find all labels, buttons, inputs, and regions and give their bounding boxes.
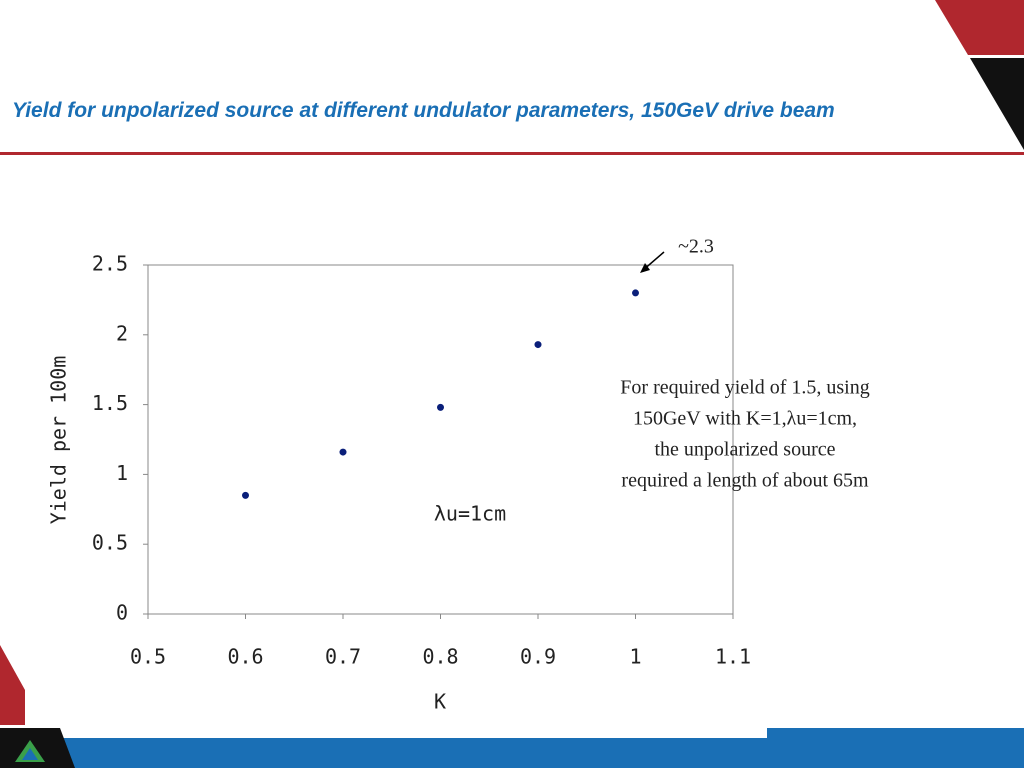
x-tick-label: 0.8 (422, 645, 458, 669)
footer-bar (0, 738, 1024, 768)
title-rule (0, 152, 1024, 155)
slide-title: Yield for unpolarized source at differen… (12, 99, 835, 122)
point (242, 491, 249, 499)
y-tick-label: 1 (116, 461, 128, 485)
y-tick-label: 0 (116, 601, 128, 625)
x-tick-label: 0.5 (130, 645, 166, 669)
x-tick-label: 1.1 (715, 645, 751, 669)
note-line: the unpolarized source (654, 439, 835, 461)
note-line: 150GeV with K=1,λu=1cm, (633, 408, 857, 430)
x-tick-label: 0.7 (325, 645, 361, 669)
arrow-head (640, 263, 650, 273)
x-axis-label: K (434, 690, 446, 714)
decoration (970, 58, 1024, 150)
point (534, 341, 542, 349)
point (437, 403, 444, 411)
y-tick-label: 0.5 (92, 531, 128, 555)
decoration (0, 645, 25, 725)
note-line: required a length of about 65m (621, 470, 869, 492)
decoration (935, 0, 1024, 55)
y-tick-label: 2 (116, 321, 128, 345)
y-axis-label: Yield per 100m (47, 356, 71, 525)
point (339, 448, 347, 456)
annotation: ~2.3 (678, 236, 714, 258)
logo (22, 748, 38, 760)
y-tick-label: 2.5 (92, 252, 128, 276)
x-tick-label: 0.9 (520, 645, 556, 669)
x-tick-label: 0.6 (227, 645, 263, 669)
series-label: λu=1cm (434, 502, 506, 526)
footer-bar (767, 728, 1024, 740)
note-line: For required yield of 1.5, using (620, 377, 869, 399)
x-tick-label: 1 (629, 645, 641, 669)
point (632, 289, 639, 297)
y-tick-label: 1.5 (92, 391, 128, 415)
plot-frame (147, 264, 734, 615)
